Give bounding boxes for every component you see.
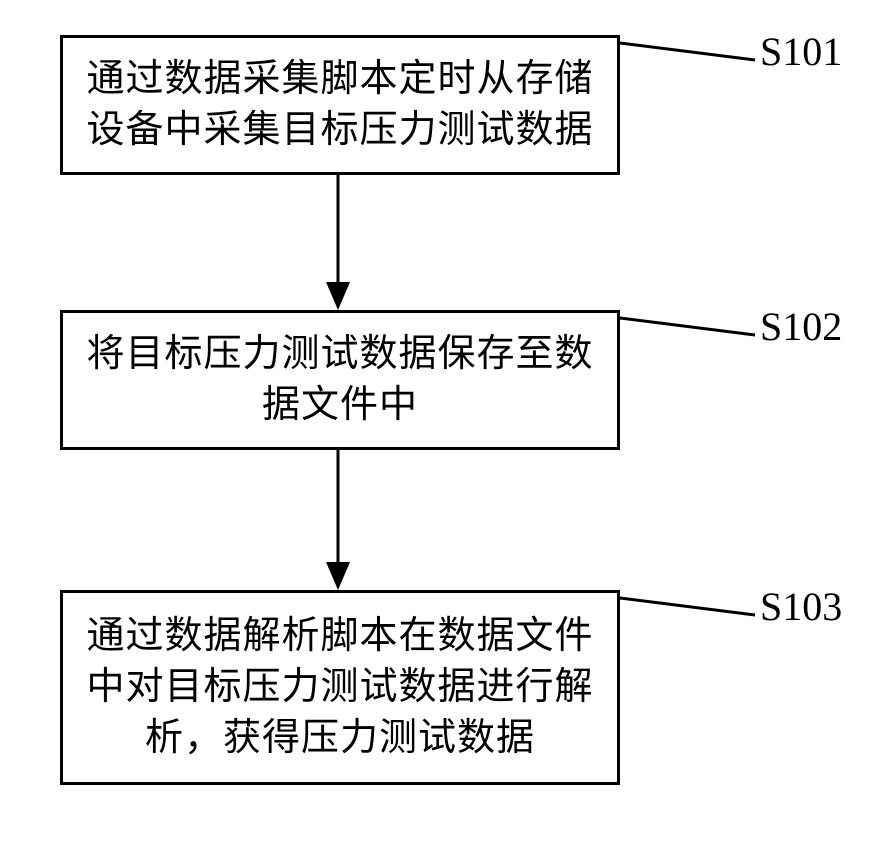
step-label-s101: S101 [760, 28, 842, 75]
step-text-s101: 通过数据采集脚本定时从存储设备中采集目标压力测试数据 [83, 54, 597, 157]
step-box-s101: 通过数据采集脚本定时从存储设备中采集目标压力测试数据 [60, 35, 620, 175]
step-text-s102: 将目标压力测试数据保存至数据文件中 [83, 329, 597, 432]
step-box-s103: 通过数据解析脚本在数据文件中对目标压力测试数据进行解析，获得压力测试数据 [60, 590, 620, 785]
flowchart-container: 通过数据采集脚本定时从存储设备中采集目标压力测试数据 S101 将目标压力测试数… [0, 0, 873, 856]
step-label-s103: S103 [760, 583, 842, 630]
step-box-s102: 将目标压力测试数据保存至数据文件中 [60, 310, 620, 450]
step-text-s103: 通过数据解析脚本在数据文件中对目标压力测试数据进行解析，获得压力测试数据 [83, 611, 597, 765]
step-label-s102: S102 [760, 303, 842, 350]
